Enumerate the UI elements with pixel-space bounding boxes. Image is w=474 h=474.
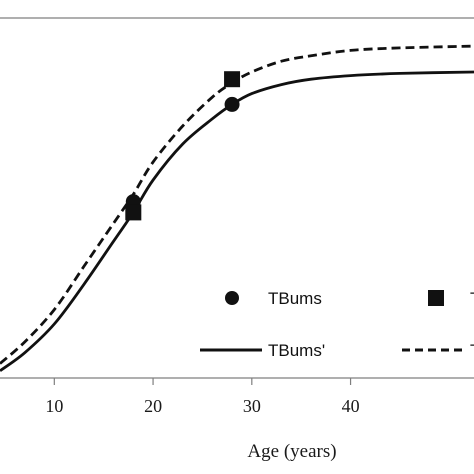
plot-area [0, 17, 474, 372]
x-tick-label-3: 40 [342, 396, 360, 416]
data-point-circle-1 [224, 96, 240, 112]
x-axis-title: Age (years) [247, 441, 336, 462]
series-line-3-dashed [0, 44, 474, 365]
legend: TBums T TBums' T [200, 289, 474, 360]
legend-label-0: TBums [268, 289, 322, 308]
x-tick-label-0: 10 [45, 396, 63, 416]
legend-label-1: T [470, 289, 474, 308]
x-tick-label-2: 30 [243, 396, 261, 416]
legend-label-2: TBums' [268, 341, 325, 360]
data-point-square-1 [224, 71, 241, 88]
legend-label-3: T [470, 341, 474, 360]
x-axis: 10 20 30 40 [0, 377, 474, 416]
series-line-2-solid [0, 70, 474, 372]
x-tick-label-1: 20 [144, 396, 162, 416]
legend-marker-square [428, 290, 444, 306]
legend-marker-circle [225, 291, 239, 305]
data-point-square-0 [125, 204, 142, 221]
